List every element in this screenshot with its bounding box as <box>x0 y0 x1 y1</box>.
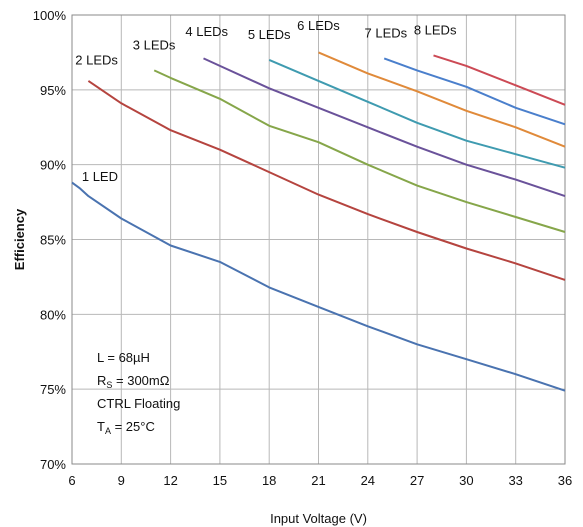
series-label: 1 LED <box>82 169 118 184</box>
y-tick-label: 90% <box>40 158 66 173</box>
x-tick-label: 15 <box>213 473 227 488</box>
series-label: 2 LEDs <box>75 52 118 67</box>
y-axis-title: Efficiency <box>12 208 27 270</box>
series-line-4-leds <box>203 57 566 198</box>
annotation-t-value: = 25°C <box>111 419 155 434</box>
x-axis-title: Input Voltage (V) <box>270 511 367 526</box>
x-tick-label: 30 <box>459 473 473 488</box>
series-label: 3 LEDs <box>133 37 176 52</box>
series-label: 7 LEDs <box>365 25 408 40</box>
series-line-6-leds <box>318 51 566 148</box>
series-line-7-leds <box>383 57 566 126</box>
series-label: 8 LEDs <box>414 22 457 37</box>
series-label: 4 LEDs <box>185 24 228 39</box>
annotation-temperature: TA = 25°C <box>97 419 155 436</box>
annotation-inductance: L = 68µH <box>97 350 150 365</box>
x-tick-label: 27 <box>410 473 424 488</box>
y-tick-label: 100% <box>33 8 67 23</box>
x-tick-label: 9 <box>118 473 125 488</box>
x-tick-label: 24 <box>361 473 375 488</box>
annotation-r-subscript: S <box>106 380 112 390</box>
x-tick-label: 36 <box>558 473 572 488</box>
x-tick-label: 6 <box>68 473 75 488</box>
annotation-r: R <box>97 373 106 388</box>
x-tick-label: 21 <box>311 473 325 488</box>
y-tick-label: 85% <box>40 233 66 248</box>
series-label: 6 LEDs <box>297 18 340 33</box>
annotation-t-subscript: A <box>105 426 111 436</box>
y-tick-label: 95% <box>40 83 66 98</box>
annotation-sense-resistor: RS = 300mΩ <box>97 373 170 390</box>
series-line-1-led <box>71 181 566 392</box>
x-tick-label: 18 <box>262 473 276 488</box>
series-label: 5 LEDs <box>248 27 291 42</box>
series-line-8-leds <box>433 54 566 106</box>
x-tick-label: 33 <box>508 473 522 488</box>
series-line-5-leds <box>268 58 566 169</box>
y-tick-label: 70% <box>40 457 66 472</box>
annotation-ctrl: CTRL Floating <box>97 396 180 411</box>
plot-frame <box>71 14 566 465</box>
annotation-r-value: = 300mΩ <box>112 373 169 388</box>
y-tick-label: 80% <box>40 307 66 322</box>
series-line-3-leds <box>153 69 566 233</box>
annotation-t: T <box>97 419 105 434</box>
y-tick-label: 75% <box>40 382 66 397</box>
series-line-2-leds <box>87 80 566 281</box>
x-tick-label: 12 <box>163 473 177 488</box>
